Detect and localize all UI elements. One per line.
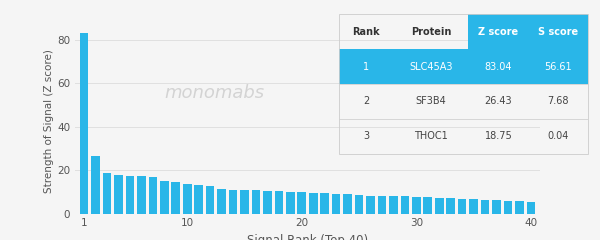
Y-axis label: Strength of Signal (Z score): Strength of Signal (Z score) (44, 49, 54, 193)
Bar (309, 193, 317, 214)
Bar (263, 191, 272, 214)
Bar (424, 197, 432, 214)
Bar (125, 175, 134, 214)
Bar (446, 198, 455, 214)
Bar (149, 177, 157, 214)
Bar (298, 192, 306, 214)
Bar (332, 194, 340, 214)
Bar (503, 201, 512, 214)
Text: SLC45A3: SLC45A3 (409, 62, 453, 72)
Bar (160, 181, 169, 214)
Bar (528, 14, 588, 49)
Bar (492, 200, 501, 214)
Bar (91, 156, 100, 214)
Bar (320, 193, 329, 214)
Bar (275, 192, 283, 214)
Text: Protein: Protein (411, 27, 451, 37)
Text: monomabs: monomabs (164, 84, 265, 102)
Bar (114, 175, 123, 214)
Text: 0.04: 0.04 (547, 131, 569, 141)
Text: 26.43: 26.43 (485, 96, 512, 106)
Bar (137, 176, 146, 214)
Bar (527, 202, 535, 214)
Bar (286, 192, 295, 214)
Bar (217, 189, 226, 214)
Bar (401, 196, 409, 214)
Bar (339, 49, 588, 84)
Bar (389, 196, 398, 214)
Text: S score: S score (538, 27, 578, 37)
Bar (435, 198, 443, 214)
Text: 7.68: 7.68 (547, 96, 569, 106)
Bar (194, 185, 203, 214)
Bar (355, 195, 364, 214)
Text: 1: 1 (364, 62, 370, 72)
Bar (469, 14, 528, 49)
Text: 56.61: 56.61 (544, 62, 572, 72)
Bar (412, 197, 421, 214)
Text: 83.04: 83.04 (485, 62, 512, 72)
Text: Z score: Z score (478, 27, 518, 37)
Bar (458, 199, 466, 214)
Bar (343, 194, 352, 214)
Bar (229, 190, 238, 214)
Text: THOC1: THOC1 (414, 131, 448, 141)
Bar (103, 173, 112, 214)
Bar (469, 199, 478, 214)
Bar (481, 200, 490, 214)
Bar (183, 184, 191, 214)
X-axis label: Signal Rank (Top 40): Signal Rank (Top 40) (247, 234, 368, 240)
Bar (515, 201, 524, 214)
Bar (172, 182, 180, 214)
Bar (377, 196, 386, 214)
Text: SF3B4: SF3B4 (416, 96, 446, 106)
Bar (251, 190, 260, 214)
Bar (206, 186, 214, 214)
Bar (80, 33, 88, 214)
Bar (366, 196, 375, 214)
Text: 2: 2 (363, 96, 370, 106)
Bar (240, 190, 249, 214)
Text: Rank: Rank (353, 27, 380, 37)
Text: 3: 3 (364, 131, 370, 141)
Text: 18.75: 18.75 (484, 131, 512, 141)
